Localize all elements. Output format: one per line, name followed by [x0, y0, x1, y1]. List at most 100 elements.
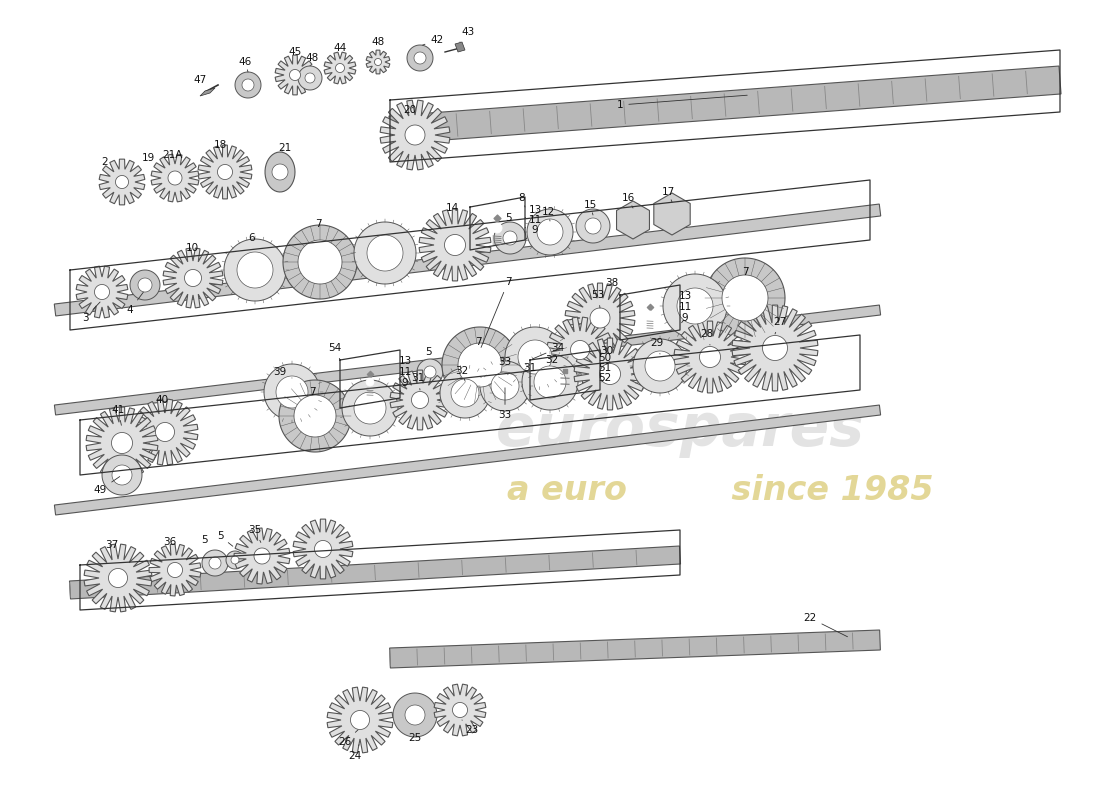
- Text: 43: 43: [460, 27, 474, 42]
- Polygon shape: [722, 275, 768, 321]
- Polygon shape: [480, 361, 530, 411]
- Text: 49: 49: [94, 477, 120, 495]
- Text: 18: 18: [213, 140, 227, 150]
- Polygon shape: [279, 380, 351, 452]
- Text: 40: 40: [155, 395, 168, 412]
- Polygon shape: [298, 240, 342, 284]
- Polygon shape: [424, 366, 436, 378]
- Polygon shape: [54, 204, 881, 316]
- Text: 50: 50: [598, 353, 612, 369]
- Point: [641, 301, 659, 314]
- Text: 19: 19: [142, 153, 155, 163]
- Polygon shape: [451, 379, 478, 407]
- Polygon shape: [109, 569, 128, 587]
- Polygon shape: [235, 72, 261, 98]
- Polygon shape: [242, 79, 254, 91]
- Polygon shape: [130, 270, 159, 300]
- Polygon shape: [576, 209, 610, 243]
- Text: eurospares: eurospares: [495, 402, 865, 458]
- Text: 7: 7: [481, 277, 512, 347]
- Text: 38: 38: [605, 278, 620, 295]
- Polygon shape: [419, 209, 491, 281]
- Text: 39: 39: [274, 367, 292, 378]
- Polygon shape: [200, 88, 214, 96]
- Text: 8: 8: [519, 193, 526, 207]
- Polygon shape: [283, 225, 358, 299]
- Polygon shape: [202, 550, 228, 576]
- Polygon shape: [458, 343, 502, 387]
- Circle shape: [492, 223, 502, 233]
- Polygon shape: [150, 544, 201, 596]
- Polygon shape: [522, 354, 578, 410]
- Text: 1: 1: [617, 95, 747, 110]
- Text: 48: 48: [306, 53, 319, 63]
- Polygon shape: [264, 364, 320, 420]
- Text: 7: 7: [315, 219, 321, 229]
- Polygon shape: [491, 372, 519, 400]
- Polygon shape: [54, 405, 881, 515]
- Text: 4: 4: [126, 292, 143, 315]
- Text: 3: 3: [81, 302, 100, 323]
- Polygon shape: [327, 687, 393, 753]
- Polygon shape: [705, 258, 785, 338]
- Polygon shape: [265, 152, 295, 192]
- Point: [557, 365, 574, 378]
- Polygon shape: [411, 391, 429, 409]
- Polygon shape: [69, 546, 681, 599]
- Polygon shape: [324, 52, 356, 84]
- Polygon shape: [590, 308, 610, 328]
- Polygon shape: [616, 201, 649, 239]
- Polygon shape: [565, 283, 635, 353]
- Text: 29: 29: [650, 338, 663, 354]
- Polygon shape: [537, 219, 563, 245]
- Polygon shape: [185, 270, 201, 286]
- Polygon shape: [305, 73, 315, 83]
- Text: 22: 22: [803, 613, 847, 637]
- Point: [488, 211, 506, 224]
- Polygon shape: [84, 544, 152, 612]
- Polygon shape: [571, 341, 590, 359]
- Polygon shape: [405, 705, 425, 725]
- Text: 44: 44: [333, 43, 346, 53]
- Polygon shape: [455, 42, 465, 52]
- Text: 9: 9: [400, 378, 408, 392]
- Polygon shape: [167, 562, 183, 578]
- Text: 7: 7: [475, 337, 482, 347]
- Text: 13: 13: [398, 356, 411, 371]
- Text: 13: 13: [679, 291, 692, 307]
- Text: 52: 52: [598, 373, 612, 383]
- Polygon shape: [168, 171, 182, 185]
- Text: 15: 15: [583, 200, 596, 215]
- Polygon shape: [95, 285, 110, 299]
- Text: 42: 42: [422, 35, 443, 45]
- Polygon shape: [354, 222, 416, 284]
- Polygon shape: [442, 327, 518, 403]
- Polygon shape: [762, 335, 788, 361]
- Text: 37: 37: [106, 540, 119, 550]
- Polygon shape: [231, 556, 239, 564]
- Text: 2: 2: [101, 157, 108, 167]
- Text: 7: 7: [309, 387, 316, 397]
- Text: 16: 16: [621, 193, 635, 208]
- Polygon shape: [351, 710, 370, 730]
- Polygon shape: [452, 702, 468, 718]
- Text: 17: 17: [661, 187, 674, 202]
- Polygon shape: [381, 100, 450, 170]
- Polygon shape: [389, 66, 1062, 144]
- Text: 11: 11: [525, 215, 541, 228]
- Text: 25: 25: [408, 733, 421, 743]
- Polygon shape: [674, 321, 746, 393]
- Text: a euro         since 1985: a euro since 1985: [507, 474, 933, 506]
- Polygon shape: [336, 63, 344, 73]
- Polygon shape: [294, 395, 335, 437]
- Polygon shape: [112, 465, 132, 485]
- Polygon shape: [494, 222, 526, 254]
- Polygon shape: [155, 422, 175, 442]
- Polygon shape: [417, 359, 443, 385]
- Text: 24: 24: [349, 745, 362, 761]
- Polygon shape: [289, 70, 300, 81]
- Polygon shape: [505, 327, 565, 387]
- Polygon shape: [600, 363, 620, 385]
- Text: 12: 12: [541, 207, 554, 221]
- Polygon shape: [393, 693, 437, 737]
